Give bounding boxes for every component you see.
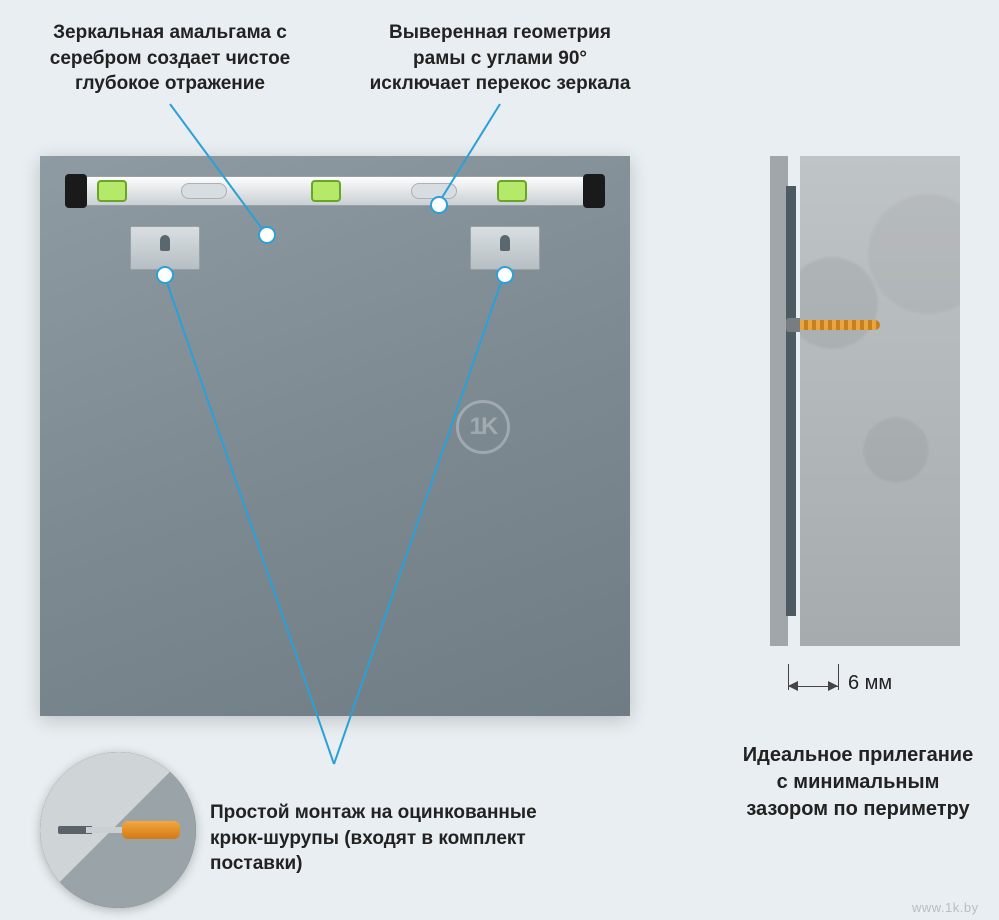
- gap-label: 6 мм: [848, 670, 928, 697]
- level-cap-right: [583, 174, 605, 208]
- inset-driver-handle: [122, 821, 180, 839]
- level-vial: [497, 180, 527, 202]
- side-mirror-edge: [786, 186, 796, 616]
- callout-amalgam: Зеркальная амальгама ссеребром создает ч…: [20, 20, 320, 97]
- screw-head: [786, 318, 800, 332]
- level-cap-left: [65, 174, 87, 208]
- spirit-level: [70, 176, 600, 206]
- screw-body: [800, 320, 880, 330]
- callout-geometry: Выверенная геометриярамы с углами 90°иск…: [340, 20, 660, 97]
- watermark-url: www.1k.by: [912, 900, 979, 915]
- watermark-logo: 1K: [456, 400, 510, 454]
- callout-marker: [430, 196, 448, 214]
- level-vial: [311, 180, 341, 202]
- diagram-canvas: 1K www.1k.by 6 мм Зеркальная амальгама с…: [0, 0, 999, 920]
- level-window: [181, 183, 227, 199]
- inset-detail: [40, 752, 196, 908]
- dim-tick-right: [838, 664, 839, 690]
- side-screw: [786, 318, 880, 332]
- callout-marker: [496, 266, 514, 284]
- mirror-front-panel: [40, 156, 630, 716]
- mounting-bracket: [130, 226, 200, 270]
- callout-marker: [156, 266, 174, 284]
- level-vial: [97, 180, 127, 202]
- dim-arrow: [788, 686, 838, 687]
- mounting-bracket: [470, 226, 540, 270]
- side-wall: [800, 156, 960, 646]
- callout-fit: Идеальное прилеганиес минимальнымзазором…: [728, 742, 988, 823]
- inset-driver-shaft: [86, 827, 126, 833]
- callout-marker: [258, 226, 276, 244]
- callout-mounting: Простой монтаж на оцинкованныекрюк-шуруп…: [210, 800, 610, 877]
